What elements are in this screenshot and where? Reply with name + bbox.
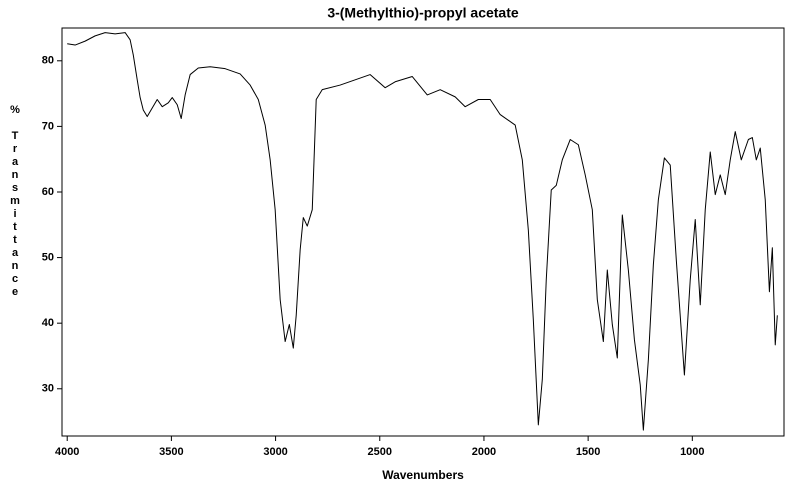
x-tick-label: 2500 — [368, 446, 392, 458]
y-tick-label: 80 — [42, 55, 54, 67]
chart-title: 3-(Methylthio)-propyl acetate — [327, 5, 519, 21]
x-axis-label: Wavenumbers — [382, 468, 464, 482]
x-tick-label: 2000 — [472, 446, 496, 458]
x-tick-label: 4000 — [55, 446, 79, 458]
spectrum-line — [67, 32, 778, 431]
plot-frame — [61, 27, 785, 437]
x-tick-label: 1000 — [680, 446, 704, 458]
y-tick-label: 40 — [42, 317, 54, 329]
y-axis-label: % Transmittance — [9, 104, 21, 299]
y-tick-label: 70 — [42, 120, 54, 132]
y-tick-label: 50 — [42, 251, 54, 263]
y-tick-label: 60 — [42, 186, 54, 198]
x-tick-label: 1500 — [576, 446, 600, 458]
x-tick-label: 3500 — [159, 446, 183, 458]
y-tick-label: 30 — [42, 383, 54, 395]
x-tick-label: 3000 — [263, 446, 287, 458]
